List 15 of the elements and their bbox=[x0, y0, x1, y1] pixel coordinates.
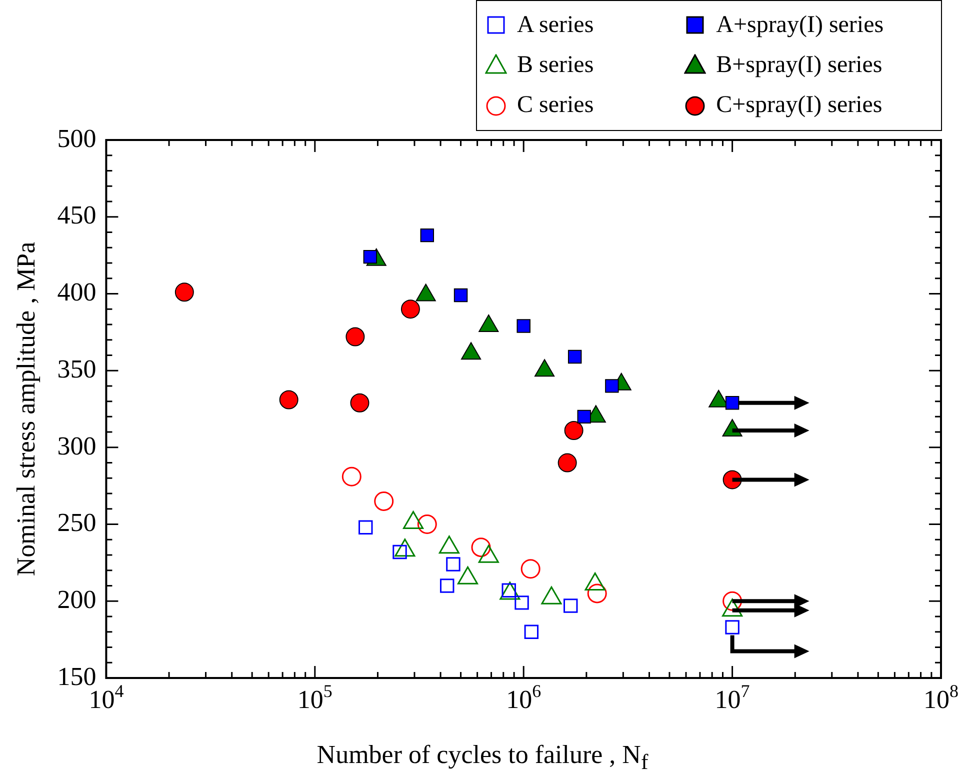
y-tick-label: 350 bbox=[57, 354, 96, 384]
legend-label: A+spray(I) series bbox=[716, 12, 884, 39]
legend-label: B+spray(I) series bbox=[716, 52, 882, 79]
x-axis-title: Number of cycles to failure , N$_{f}$ bbox=[316, 740, 650, 776]
legend-label: C series bbox=[517, 92, 594, 120]
legend-label: C+spray(I) series bbox=[716, 92, 882, 120]
legend-label: B series bbox=[517, 52, 594, 79]
y-tick-label: 200 bbox=[57, 584, 96, 614]
y-tick-label: 300 bbox=[57, 431, 96, 460]
y-tick-label: 250 bbox=[57, 508, 96, 538]
legend-label: A series bbox=[517, 12, 594, 39]
y-tick-label: 400 bbox=[57, 278, 96, 307]
y-tick-label: 450 bbox=[57, 200, 96, 230]
y-axis-title: Nominal stress amplitude , MPa bbox=[11, 241, 40, 576]
y-tick-label: 500 bbox=[57, 124, 96, 153]
